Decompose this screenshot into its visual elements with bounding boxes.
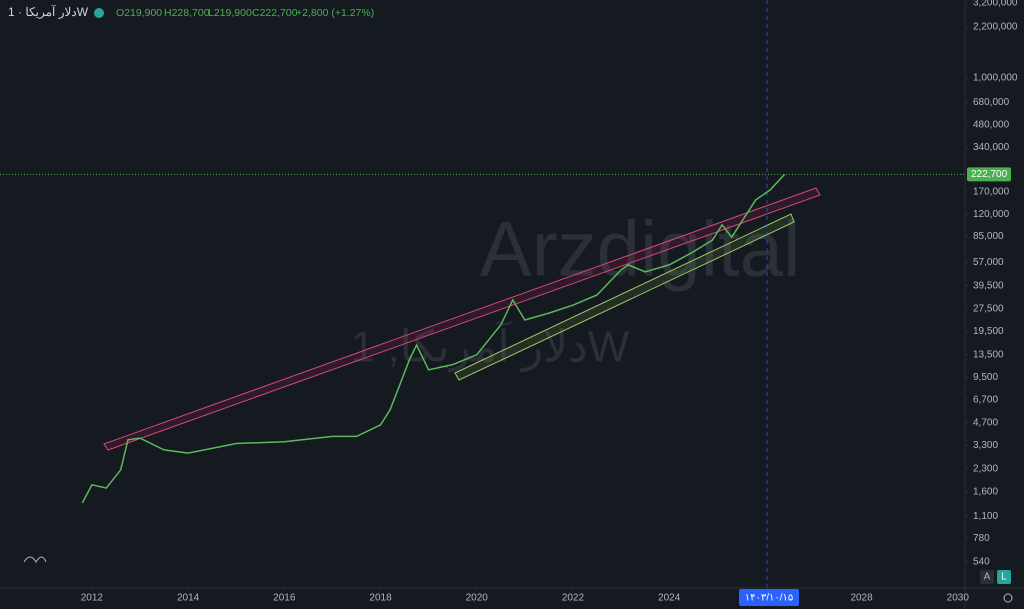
ohlc-low: L219,900 (208, 7, 252, 19)
crosshair-date: ۱۴۰۳/۱۰/۱۵ (745, 593, 794, 604)
ohlc-open: O219,900 (116, 7, 162, 19)
y-tick-label: 13,500 (973, 349, 1004, 360)
x-tick-label: 2024 (658, 593, 681, 604)
x-tick-label: 2018 (369, 593, 392, 604)
y-tick-label: 19,500 (973, 326, 1004, 337)
y-tick-label: 9,500 (973, 372, 998, 383)
y-tick-label: 2,200,000 (973, 22, 1018, 33)
y-tick-label: 39,500 (973, 280, 1004, 291)
logo-icon (23, 556, 47, 563)
y-tick-label: 4,700 (973, 417, 998, 428)
x-tick-label: 2014 (177, 593, 200, 604)
y-tick-label: 27,500 (973, 304, 1004, 315)
watermark: Arzdigital (480, 205, 801, 293)
resistance-channel (103, 187, 821, 451)
change: +2,800 (+1.27%) (296, 7, 374, 19)
y-tick-label: 6,700 (973, 395, 998, 406)
x-tick-label: 2020 (466, 593, 489, 604)
ohlc-high: H228,700 (164, 7, 210, 19)
ohlc-close: C222,700 (252, 7, 298, 19)
symbol: دلار آمریکا · 1W (8, 4, 89, 19)
y-tick-label: 1,600 (973, 487, 998, 498)
y-tick-label: 3,200,000 (973, 0, 1018, 9)
price-line (81, 173, 786, 504)
y-tick-label: 780 (973, 533, 990, 544)
y-tick-label: 680,000 (973, 97, 1010, 108)
y-tick-label: 57,000 (973, 257, 1004, 268)
y-tick-label: 540 (973, 557, 990, 568)
settings-icon[interactable] (1003, 593, 1013, 603)
log-scale-label[interactable]: L (1001, 572, 1007, 583)
crosshair-date-box (739, 589, 799, 606)
last-price-box (967, 167, 1011, 182)
y-tick-label: 480,000 (973, 120, 1010, 131)
y-tick-label: 1,100 (973, 511, 998, 522)
log-scale-button[interactable] (997, 570, 1011, 584)
y-tick-label: 85,000 (973, 231, 1004, 242)
y-tick-label: 1,000,000 (973, 72, 1018, 83)
y-tick-label: 120,000 (973, 209, 1010, 220)
y-tick-label: 3,300 (973, 440, 998, 451)
x-tick-label: 2030 (947, 593, 970, 604)
auto-scale-button[interactable] (980, 570, 994, 584)
y-tick-label: 2,300 (973, 463, 998, 474)
x-tick-label: 2012 (81, 593, 104, 604)
y-tick-label: 170,000 (973, 186, 1010, 197)
last-price-label: 222,700 (971, 169, 1008, 180)
y-tick-label: 340,000 (973, 142, 1010, 153)
x-tick-label: 2022 (562, 593, 585, 604)
auto-scale-label[interactable]: A (984, 572, 991, 583)
support-channel (454, 213, 795, 381)
x-tick-label: 2028 (850, 593, 873, 604)
status-dot (94, 8, 104, 18)
x-tick-label: 2016 (273, 593, 296, 604)
